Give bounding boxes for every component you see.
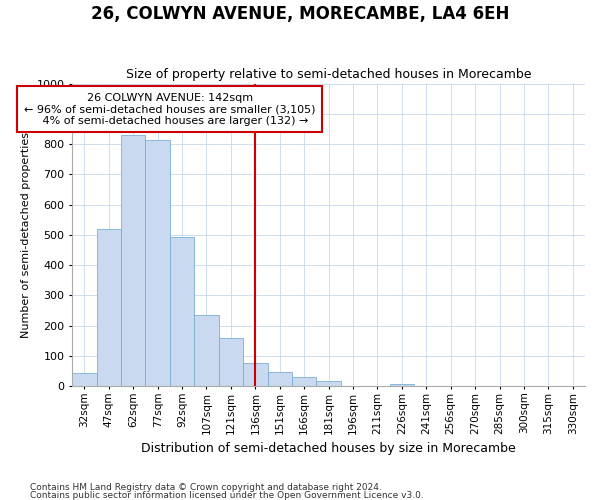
Bar bbox=[389, 384, 414, 386]
Bar bbox=[243, 364, 268, 386]
Text: Contains public sector information licensed under the Open Government Licence v3: Contains public sector information licen… bbox=[30, 490, 424, 500]
X-axis label: Distribution of semi-detached houses by size in Morecambe: Distribution of semi-detached houses by … bbox=[141, 442, 516, 455]
Title: Size of property relative to semi-detached houses in Morecambe: Size of property relative to semi-detach… bbox=[126, 68, 532, 81]
Bar bbox=[268, 372, 292, 386]
Bar bbox=[170, 237, 194, 386]
Text: 26 COLWYN AVENUE: 142sqm
← 96% of semi-detached houses are smaller (3,105)
   4%: 26 COLWYN AVENUE: 142sqm ← 96% of semi-d… bbox=[24, 92, 316, 126]
Bar bbox=[121, 135, 145, 386]
Bar bbox=[145, 140, 170, 386]
Bar bbox=[316, 382, 341, 386]
Y-axis label: Number of semi-detached properties: Number of semi-detached properties bbox=[21, 132, 31, 338]
Bar bbox=[218, 338, 243, 386]
Bar bbox=[292, 377, 316, 386]
Bar bbox=[194, 315, 218, 386]
Bar bbox=[72, 374, 97, 386]
Text: Contains HM Land Registry data © Crown copyright and database right 2024.: Contains HM Land Registry data © Crown c… bbox=[30, 483, 382, 492]
Text: 26, COLWYN AVENUE, MORECAMBE, LA4 6EH: 26, COLWYN AVENUE, MORECAMBE, LA4 6EH bbox=[91, 5, 509, 23]
Bar bbox=[97, 228, 121, 386]
